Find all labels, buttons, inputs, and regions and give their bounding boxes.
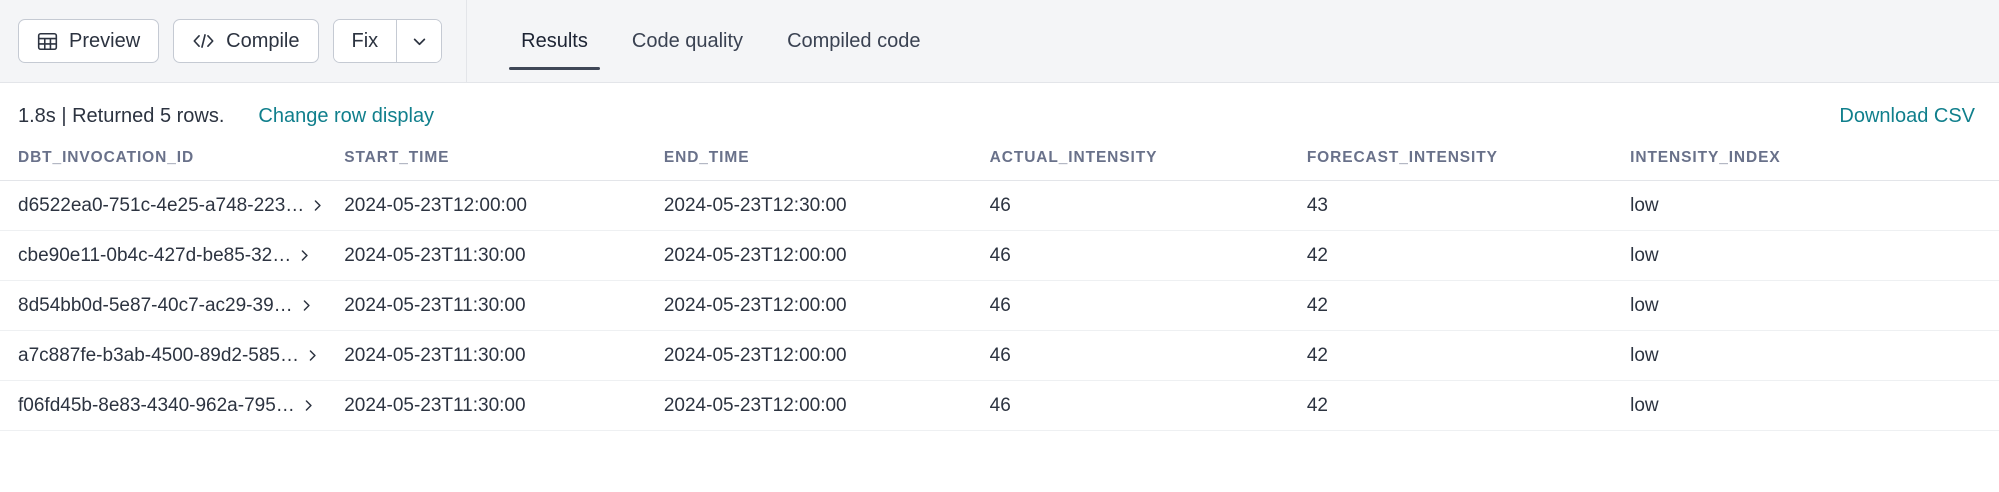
tab-results[interactable]: Results xyxy=(499,0,610,83)
cell-intensity-index: low xyxy=(1630,180,1999,231)
fix-split-button: Fix xyxy=(332,19,443,63)
table-row[interactable]: 8d54bb0d-5e87-40c7-ac29-39… 2024-05-23T11… xyxy=(0,280,1999,331)
results-table-head: DBT_INVOCATION_ID START_TIME END_TIME AC… xyxy=(0,149,1999,181)
tab-compiled-code[interactable]: Compiled code xyxy=(765,0,942,83)
query-summary: 1.8s | Returned 5 rows. xyxy=(18,104,225,127)
cell-actual-intensity: 46 xyxy=(989,280,1307,331)
column-header-dbt-invocation-id[interactable]: DBT_INVOCATION_ID xyxy=(0,149,345,181)
cell-start-time: 2024-05-23T11:30:00 xyxy=(344,330,664,381)
column-header-intensity-index[interactable]: INTENSITY_INDEX xyxy=(1630,149,1999,181)
cell-dbt-invocation-id: 8d54bb0d-5e87-40c7-ac29-39… xyxy=(0,280,345,331)
cell-dbt-invocation-id-text: cbe90e11-0b4c-427d-be85-32… xyxy=(18,244,292,266)
fix-dropdown-button[interactable] xyxy=(396,20,442,62)
code-brackets-icon xyxy=(192,31,215,51)
cell-end-time: 2024-05-23T12:00:00 xyxy=(663,380,990,431)
chevron-right-icon[interactable] xyxy=(299,298,314,313)
cell-actual-intensity: 46 xyxy=(989,180,1307,231)
cell-end-time: 2024-05-23T12:00:00 xyxy=(663,330,990,381)
cell-dbt-invocation-id-text: a7c887fe-b3ab-4500-89d2-585… xyxy=(18,344,299,366)
cell-start-time: 2024-05-23T11:30:00 xyxy=(344,380,664,431)
cell-end-time: 2024-05-23T12:00:00 xyxy=(663,280,990,331)
chevron-right-icon[interactable] xyxy=(301,398,316,413)
cell-start-time: 2024-05-23T11:30:00 xyxy=(344,230,664,281)
column-header-start-time[interactable]: START_TIME xyxy=(344,149,664,181)
download-csv-link[interactable]: Download CSV xyxy=(1839,104,1975,127)
compile-button[interactable]: Compile xyxy=(173,19,319,63)
fix-button[interactable]: Fix xyxy=(333,20,397,62)
results-table-body: d6522ea0-751c-4e25-a748-223… 2024-05-23T1… xyxy=(0,180,1999,431)
results-table-container: DBT_INVOCATION_ID START_TIME END_TIME AC… xyxy=(0,149,1999,431)
table-row[interactable]: a7c887fe-b3ab-4500-89d2-585… 2024-05-23T1… xyxy=(0,330,1999,381)
cell-dbt-invocation-id-text: f06fd45b-8e83-4340-962a-795… xyxy=(18,394,295,416)
chevron-down-icon xyxy=(411,33,428,50)
chevron-right-icon[interactable] xyxy=(305,348,320,363)
cell-dbt-invocation-id: d6522ea0-751c-4e25-a748-223… xyxy=(0,180,345,231)
table-header-row: DBT_INVOCATION_ID START_TIME END_TIME AC… xyxy=(0,149,1999,181)
cell-intensity-index: low xyxy=(1630,280,1999,331)
cell-start-time: 2024-05-23T11:30:00 xyxy=(344,280,664,331)
chevron-right-icon[interactable] xyxy=(310,198,325,213)
column-header-end-time[interactable]: END_TIME xyxy=(663,149,990,181)
table-row[interactable]: f06fd45b-8e83-4340-962a-795… 2024-05-23T1… xyxy=(0,380,1999,431)
tab-code-quality[interactable]: Code quality xyxy=(610,0,765,83)
cell-forecast-intensity: 42 xyxy=(1306,330,1631,381)
cell-dbt-invocation-id: cbe90e11-0b4c-427d-be85-32… xyxy=(0,230,345,281)
preview-button[interactable]: Preview xyxy=(18,19,160,63)
cell-actual-intensity: 46 xyxy=(989,230,1307,281)
cell-start-time: 2024-05-23T12:00:00 xyxy=(344,180,664,231)
cell-forecast-intensity: 42 xyxy=(1306,230,1631,281)
table-icon xyxy=(37,31,58,52)
toolbar-divider xyxy=(466,0,468,83)
tab-code-quality-label: Code quality xyxy=(631,29,744,52)
toolbar: Preview Compile Fix xyxy=(0,0,1999,83)
cell-dbt-invocation-id-text: d6522ea0-751c-4e25-a748-223… xyxy=(18,194,305,216)
preview-button-label: Preview xyxy=(69,29,141,52)
tab-results-label: Results xyxy=(521,29,588,52)
results-table: DBT_INVOCATION_ID START_TIME END_TIME AC… xyxy=(0,149,1999,431)
cell-forecast-intensity: 43 xyxy=(1306,180,1631,231)
table-row[interactable]: cbe90e11-0b4c-427d-be85-32… 2024-05-23T11… xyxy=(0,230,1999,281)
table-row[interactable]: d6522ea0-751c-4e25-a748-223… 2024-05-23T1… xyxy=(0,180,1999,231)
tab-compiled-code-label: Compiled code xyxy=(787,29,921,52)
cell-end-time: 2024-05-23T12:00:00 xyxy=(663,230,990,281)
column-header-actual-intensity[interactable]: ACTUAL_INTENSITY xyxy=(989,149,1307,181)
cell-dbt-invocation-id: f06fd45b-8e83-4340-962a-795… xyxy=(0,380,345,431)
cell-actual-intensity: 46 xyxy=(989,330,1307,381)
cell-intensity-index: low xyxy=(1630,330,1999,381)
cell-intensity-index: low xyxy=(1630,380,1999,431)
chevron-right-icon[interactable] xyxy=(297,248,312,263)
column-header-forecast-intensity[interactable]: FORECAST_INTENSITY xyxy=(1306,149,1631,181)
change-row-display-link[interactable]: Change row display xyxy=(258,104,435,127)
toolbar-button-group: Preview Compile Fix xyxy=(18,19,443,63)
results-status-bar: 1.8s | Returned 5 rows. Change row displ… xyxy=(0,83,1999,149)
cell-end-time: 2024-05-23T12:30:00 xyxy=(663,180,990,231)
cell-actual-intensity: 46 xyxy=(989,380,1307,431)
compile-button-label: Compile xyxy=(226,29,300,52)
cell-forecast-intensity: 42 xyxy=(1306,280,1631,331)
cell-intensity-index: low xyxy=(1630,230,1999,281)
tab-bar: Results Code quality Compiled code xyxy=(499,0,942,83)
cell-forecast-intensity: 42 xyxy=(1306,380,1631,431)
cell-dbt-invocation-id-text: 8d54bb0d-5e87-40c7-ac29-39… xyxy=(18,294,293,316)
cell-dbt-invocation-id: a7c887fe-b3ab-4500-89d2-585… xyxy=(0,330,345,381)
fix-button-label: Fix xyxy=(351,29,379,52)
